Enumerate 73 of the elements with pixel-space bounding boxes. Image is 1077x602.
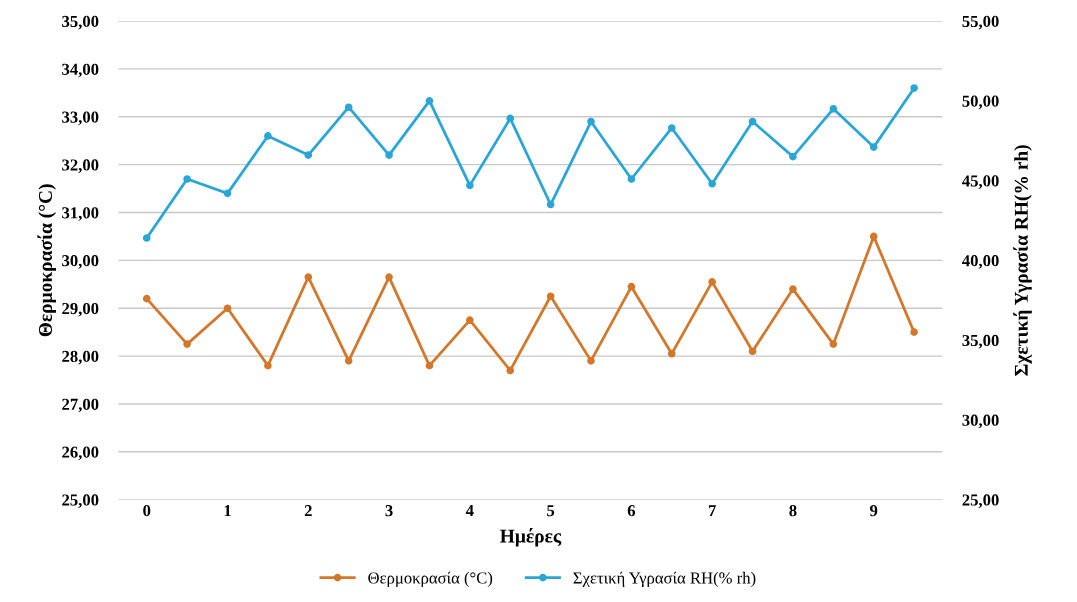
point xyxy=(789,285,797,293)
point xyxy=(587,357,595,365)
point xyxy=(304,151,313,159)
y-tick-label: 30,00 xyxy=(62,255,99,269)
y2-tick-label: 35,00 xyxy=(962,334,999,349)
x-tick-label: 3 xyxy=(385,505,393,517)
legend-label: Σχετική Υγρασία RH(% rh) xyxy=(573,571,756,587)
point xyxy=(264,361,272,370)
point xyxy=(789,152,797,161)
y-tick-label: 34,00 xyxy=(62,63,99,78)
point xyxy=(587,117,595,126)
x-tick-label: 8 xyxy=(789,505,797,517)
y-tick-label: 27,00 xyxy=(62,398,99,413)
y-tick-label: 26,00 xyxy=(62,446,99,461)
point xyxy=(667,124,676,132)
point xyxy=(223,304,232,313)
y2-tick-label: 30,00 xyxy=(962,414,999,429)
legend-label: Θερμοκρασία (°C) xyxy=(368,571,493,587)
point xyxy=(425,361,434,370)
y-tick-label: 28,00 xyxy=(62,350,99,365)
point xyxy=(466,181,474,190)
point xyxy=(344,103,353,112)
y2-tick-label: 40,00 xyxy=(962,255,999,269)
y-tick-label: 33,00 xyxy=(62,111,99,126)
point xyxy=(627,282,636,291)
x-tick-label: 1 xyxy=(224,505,231,517)
y-tick-label: 29,00 xyxy=(62,302,99,317)
point xyxy=(546,200,555,209)
point xyxy=(869,143,878,151)
point xyxy=(183,175,191,183)
point xyxy=(829,104,838,113)
point xyxy=(627,175,636,183)
point xyxy=(466,316,474,325)
point xyxy=(708,179,716,188)
point xyxy=(506,114,515,123)
y-tick-label: 31,00 xyxy=(62,207,99,221)
point xyxy=(344,357,353,365)
point xyxy=(183,340,191,348)
x-axis-title: Ημέρες xyxy=(500,527,562,547)
point xyxy=(223,189,232,198)
point xyxy=(869,232,878,241)
point xyxy=(385,273,393,281)
y-tick-label: 35,00 xyxy=(62,15,99,30)
point xyxy=(546,292,555,301)
y2-tick-label: 50,00 xyxy=(962,95,999,110)
point xyxy=(910,328,918,336)
y2-axis-title: Σχετική Υγρασία RH(% rh) xyxy=(1013,145,1032,376)
point xyxy=(142,294,151,303)
x-tick-label: 2 xyxy=(304,505,312,517)
point xyxy=(304,273,313,281)
point xyxy=(506,366,515,375)
y2-tick-label: 25,00 xyxy=(962,494,999,509)
y-axis-title: Θερμοκρασία (°C) xyxy=(37,184,56,337)
x-tick-label: 9 xyxy=(870,505,878,517)
point xyxy=(385,151,393,159)
x-tick-label: 6 xyxy=(627,505,636,517)
x-tick-label: 4 xyxy=(465,505,474,517)
y-tick-label: 32,00 xyxy=(62,159,99,174)
point xyxy=(829,340,838,348)
point xyxy=(708,278,716,286)
y-tick-label: 25,00 xyxy=(62,494,99,509)
point xyxy=(748,347,757,356)
x-tick-label: 5 xyxy=(547,505,555,517)
y2-tick-label: 55,00 xyxy=(962,15,999,30)
point xyxy=(425,97,434,105)
x-tick-label: 0 xyxy=(143,505,151,517)
y2-tick-label: 45,00 xyxy=(962,175,999,189)
point xyxy=(910,84,918,92)
point xyxy=(142,234,151,242)
point xyxy=(748,117,757,126)
x-tick-label: 7 xyxy=(708,505,716,517)
point xyxy=(667,349,676,358)
point xyxy=(264,132,272,140)
